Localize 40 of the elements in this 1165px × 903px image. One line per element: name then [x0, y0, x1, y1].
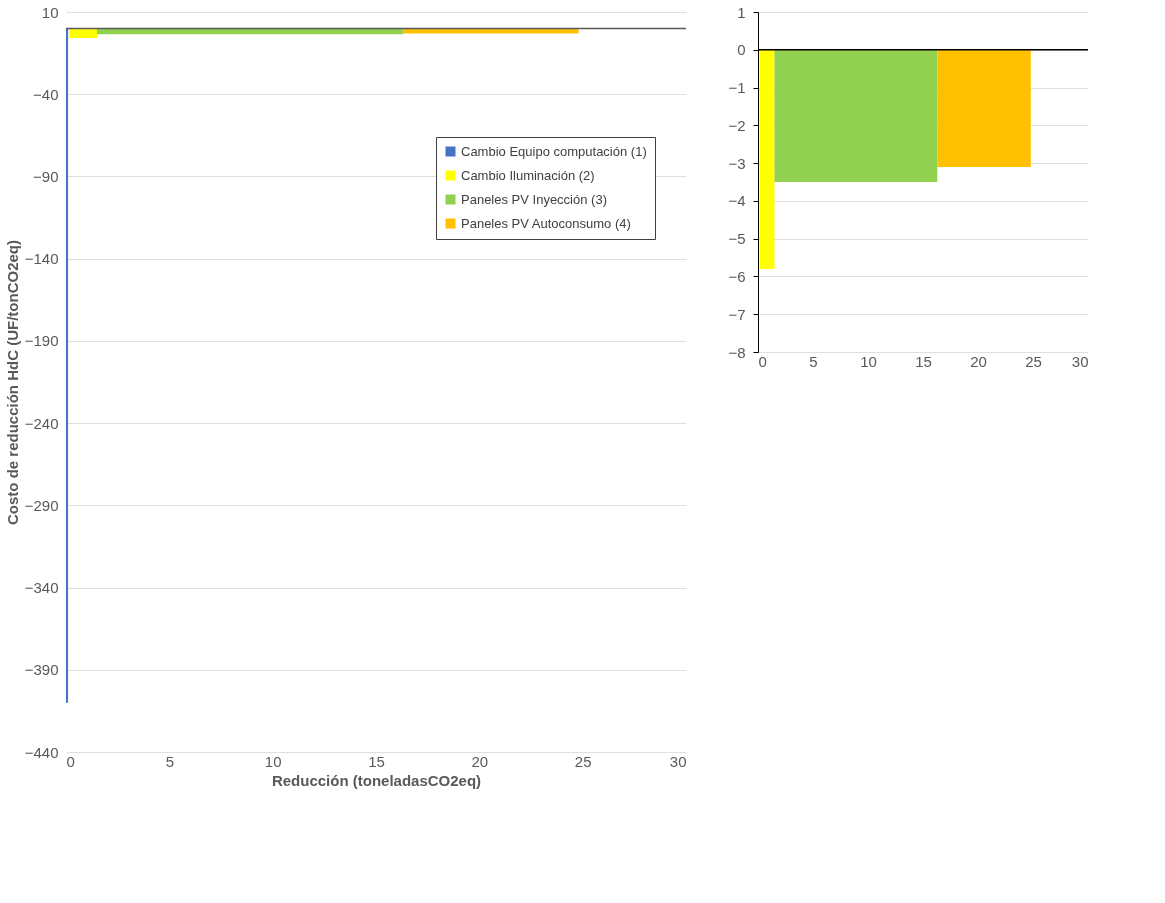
y-tick-label: 10 — [41, 3, 59, 21]
y-tick-label: −3 — [728, 154, 746, 172]
x-tick-label: 5 — [165, 752, 175, 770]
x-tick-label: 20 — [471, 752, 489, 770]
y-tick-label: −90 — [33, 167, 59, 185]
x-tick-label: 25 — [574, 752, 592, 770]
x-tick-label: 0 — [66, 752, 75, 770]
legend-label: Paneles PV Autoconsumo (4) — [461, 215, 631, 231]
y-tick-label: −6 — [728, 267, 746, 285]
x-tick-label: 10 — [264, 752, 282, 770]
x-tick-label: 20 — [970, 352, 987, 370]
x-tick-label: 0 — [758, 352, 767, 370]
y-tick-label: −8 — [728, 343, 746, 361]
x-tick-label: 30 — [1071, 352, 1089, 370]
y-tick-label: −2 — [728, 116, 746, 134]
y-tick-label: −7 — [728, 305, 746, 323]
legend-label: Cambio Equipo computación (1) — [461, 143, 647, 159]
y-tick-label: −4 — [728, 192, 746, 210]
y-tick-label: −140 — [24, 250, 59, 268]
x-tick-label: 5 — [809, 352, 818, 370]
y-tick-label: −240 — [24, 414, 59, 432]
y-tick-label: −5 — [728, 230, 746, 248]
x-tick-label: 10 — [860, 352, 877, 370]
y-tick-label: −340 — [24, 579, 59, 597]
y-tick-label: −390 — [24, 661, 59, 679]
y-tick-label: −440 — [24, 743, 59, 761]
y-axis-title: Costo de reducción HdC (UF/tonCO2eq) — [3, 240, 21, 525]
legend-label: Paneles PV Inyección (3) — [461, 191, 607, 207]
x-tick-label: 15 — [368, 752, 385, 770]
y-tick-label: 0 — [737, 41, 746, 59]
x-tick-label: 30 — [669, 752, 687, 770]
y-tick-label: −40 — [33, 85, 59, 103]
x-axis-title: Reducción (toneladasCO2eq) — [271, 771, 482, 789]
y-tick-label: 1 — [737, 3, 746, 21]
x-tick-label: 25 — [1025, 352, 1042, 370]
x-tick-label: 15 — [915, 352, 932, 370]
y-tick-label: −1 — [728, 79, 746, 97]
legend-label: Cambio Iluminación (2) — [461, 167, 595, 183]
y-tick-label: −190 — [24, 332, 59, 350]
y-tick-label: −290 — [24, 496, 59, 514]
